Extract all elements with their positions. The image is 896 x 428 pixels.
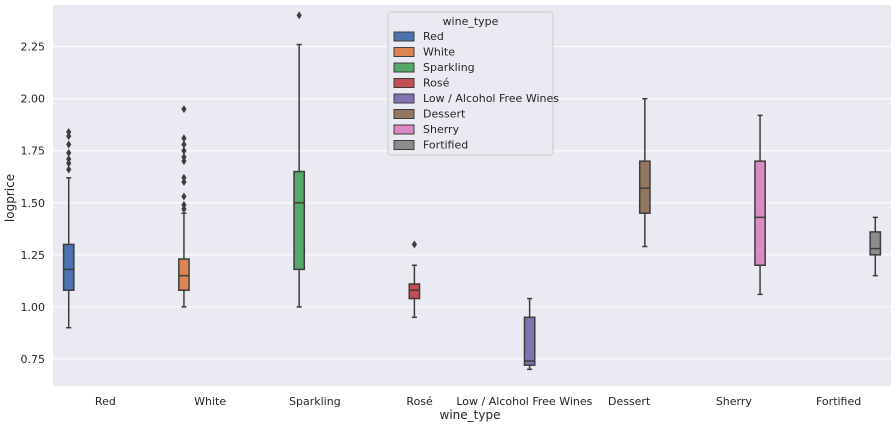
box-body: [62, 243, 75, 291]
y-tick-label: 1.50: [21, 197, 46, 210]
legend-entry-label: Dessert: [423, 108, 466, 121]
box-body: [638, 160, 651, 214]
legend-entry-label: Sparkling: [423, 61, 475, 74]
x-tick-labels: Red White Sparkling Rosé Low / Alcohol Free …: [95, 395, 861, 408]
x-tick-label: White: [194, 395, 226, 408]
outlier-point: [66, 140, 72, 149]
x-tick-label: Red: [95, 395, 116, 408]
box-body: [408, 283, 421, 300]
outlier-point: [181, 177, 187, 186]
box-body: [178, 258, 190, 291]
outlier-point: [181, 192, 187, 201]
legend-swatch: [393, 109, 415, 119]
box-sherry: [754, 114, 766, 296]
outlier-point: [181, 146, 187, 155]
y-tick-label: 2.00: [21, 93, 46, 106]
legend-swatch: [393, 78, 415, 88]
x-tick-label: Rosé: [406, 395, 433, 408]
outlier-point: [181, 134, 187, 143]
legend-entry-label: Low / Alcohol Free Wines: [423, 92, 559, 105]
x-tick-label: Sherry: [716, 395, 753, 408]
x-axis-label: wine_type: [440, 408, 501, 422]
legend-swatch: [393, 31, 415, 42]
x-tick-label: Low / Alcohol Free Wines: [456, 395, 592, 408]
y-tick-label: 0.75: [21, 353, 46, 366]
y-tick-label: 1.00: [21, 301, 46, 314]
legend-box: [387, 11, 554, 156]
outlier-point: [181, 173, 187, 182]
x-tick-label: Sparkling: [289, 395, 341, 408]
outlier-point: [66, 148, 72, 157]
legend-swatch: [393, 93, 415, 104]
boxes: [62, 11, 882, 371]
box-red: [62, 128, 75, 329]
outlier-point: [181, 152, 187, 161]
legend-swatch: [393, 47, 415, 57]
box-body: [523, 316, 536, 366]
box-white: [178, 105, 190, 308]
y-tick-label: 1.25: [21, 249, 46, 262]
legend-entry-label: Red: [423, 30, 444, 43]
legend-swatch: [393, 62, 415, 73]
outlier-point: [296, 11, 302, 20]
outlier-point: [181, 157, 187, 166]
outlier-point: [181, 140, 187, 149]
box-dessert: [638, 97, 651, 248]
y-tick-label: 2.25: [21, 41, 46, 54]
legend-entry-label: White: [423, 46, 455, 59]
legend-swatch: [393, 124, 415, 135]
y-axis-label: logprice: [3, 174, 17, 222]
box-body: [754, 160, 766, 266]
box-ros-: [408, 240, 421, 319]
y-tick-label: 1.75: [21, 145, 46, 158]
outlier-point: [66, 128, 72, 136]
box-body: [869, 231, 882, 256]
x-tick-label: Dessert: [608, 395, 651, 408]
legend-entry-label: Sherry: [423, 123, 460, 136]
x-tick-label: Fortified: [816, 395, 861, 408]
legend-title: wine_type: [443, 15, 499, 28]
outlier-point: [66, 132, 72, 141]
legend-swatch: [393, 140, 415, 150]
outlier-point: [181, 205, 187, 214]
outlier-point: [66, 155, 72, 164]
box-fortified: [869, 216, 882, 277]
outlier-point: [181, 105, 187, 114]
legend-entry-label: Rosé: [423, 77, 450, 90]
outlier-point: [66, 159, 72, 168]
legend-entry-label: Fortified: [423, 139, 468, 152]
outlier-point: [66, 165, 72, 174]
box-body: [293, 170, 306, 271]
y-tick-labels: 0.75 1.00 1.25 1.50 1.75 2.00 2.25: [21, 41, 46, 366]
legend: wine_type Red White Sparkling Rosé Low / Alco…: [387, 11, 559, 156]
outlier-point: [181, 200, 187, 209]
outlier-point: [411, 240, 417, 249]
box-sparkling: [293, 11, 306, 308]
box-low-alcohol-free-wines: [523, 297, 536, 371]
